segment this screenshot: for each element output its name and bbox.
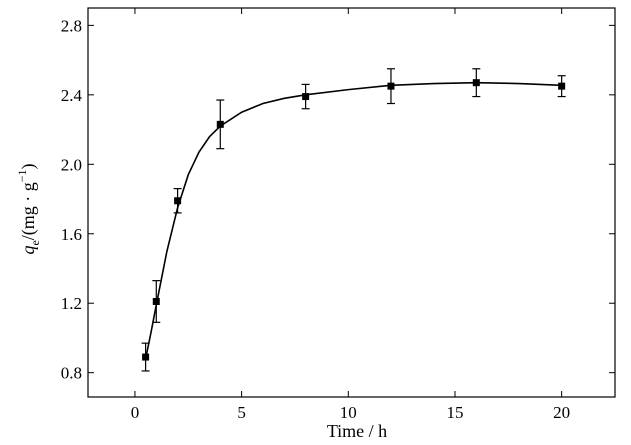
y-axis-label-subscript: e: [28, 240, 42, 245]
fit-curve-layer: [144, 81, 562, 359]
x-tick-label: 15: [446, 403, 463, 422]
x-tick-label: 10: [340, 403, 357, 422]
x-tick-label: 20: [553, 403, 570, 422]
data-point: [558, 82, 566, 90]
y-axis-label-unit: /(mg · g: [18, 182, 39, 240]
data-point: [472, 79, 480, 87]
x-tick-label: 0: [131, 403, 140, 422]
y-tick-label: 2.0: [61, 155, 82, 174]
y-tick-label: 2.8: [61, 16, 82, 35]
data-point: [387, 82, 395, 90]
y-axis-label-symbol: q: [18, 246, 38, 255]
data-point: [152, 297, 160, 305]
data-point: [174, 197, 182, 205]
error-bars-layer: [141, 68, 566, 372]
y-tick-label: 1.6: [61, 225, 82, 244]
data-points-layer: [142, 79, 566, 361]
axis-ticks: 0 5 10 15 20 0.8 1.2 1.6 2.0 2.4 2.8: [61, 8, 615, 422]
x-axis-label: Time / h: [327, 421, 387, 441]
y-tick-label: 0.8: [61, 364, 82, 383]
plot-axes: [87, 7, 616, 398]
y-axis-label-close: ): [18, 163, 39, 169]
data-point: [142, 353, 150, 361]
y-tick-label: 1.2: [61, 294, 82, 313]
x-tick-label: 5: [237, 403, 246, 422]
y-axis-label-superscript: −1: [15, 169, 29, 182]
data-point: [302, 93, 310, 101]
y-tick-label: 2.4: [61, 86, 83, 105]
data-point: [216, 120, 224, 128]
y-axis-label: qe/(mg · g−1): [15, 163, 42, 254]
fit-curve: [144, 81, 562, 359]
plot-frame: [87, 7, 616, 398]
